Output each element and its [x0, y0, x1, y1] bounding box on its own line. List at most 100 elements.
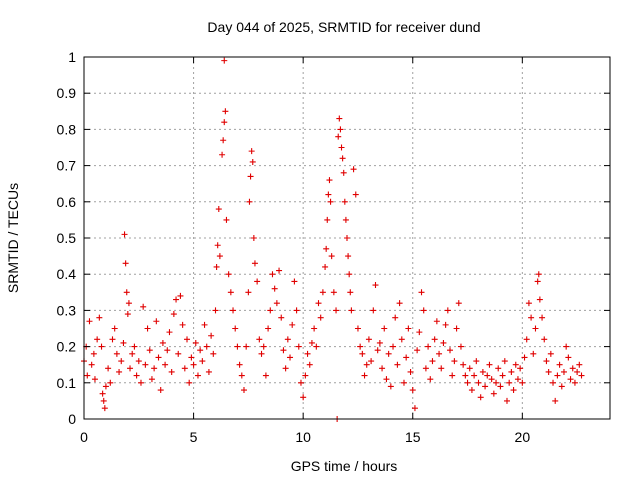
data-point: [576, 361, 583, 368]
data-point: [381, 325, 388, 332]
data-point: [348, 307, 355, 314]
data-point: [521, 354, 528, 361]
y-tick-label: 0.3: [57, 302, 77, 318]
data-point: [471, 372, 478, 379]
data-point: [345, 253, 352, 260]
data-point: [497, 383, 504, 390]
data-point: [111, 325, 118, 332]
data-point: [338, 144, 345, 151]
data-point: [328, 253, 335, 260]
data-point: [319, 289, 326, 296]
data-point: [179, 321, 186, 328]
data-point: [291, 278, 298, 285]
data-point: [215, 206, 222, 213]
data-point: [311, 325, 318, 332]
data-point: [91, 376, 98, 383]
data-point: [449, 372, 456, 379]
data-point: [453, 325, 460, 332]
data-point: [340, 169, 347, 176]
x-tick-label: 0: [80, 429, 88, 445]
data-point: [578, 372, 585, 379]
data-point: [190, 361, 197, 368]
data-point: [354, 325, 361, 332]
data-point: [144, 325, 151, 332]
data-point: [350, 166, 357, 173]
data-point: [251, 260, 258, 267]
data-point: [330, 289, 337, 296]
data-point: [536, 296, 543, 303]
data-point: [271, 285, 278, 292]
data-point: [250, 235, 257, 241]
x-tick-label: 15: [405, 429, 421, 445]
data-point: [155, 354, 162, 361]
x-tick-label: 20: [515, 429, 531, 445]
data-point: [308, 339, 315, 346]
data-point: [94, 336, 101, 343]
data-point: [282, 365, 289, 372]
y-tick-label: 0.6: [57, 194, 77, 210]
data-point: [405, 325, 412, 332]
data-point: [563, 343, 570, 350]
data-point: [433, 318, 440, 325]
axis-ticks: [83, 56, 610, 420]
data-point: [534, 278, 541, 285]
y-tick-label: 0.8: [57, 121, 77, 137]
data-point: [403, 354, 410, 361]
data-point: [444, 307, 451, 314]
data-point: [221, 57, 228, 64]
data-point: [438, 365, 445, 372]
data-point: [210, 350, 217, 357]
data-point: [387, 383, 394, 390]
data-point: [129, 350, 136, 357]
data-point: [127, 365, 134, 372]
data-point: [550, 379, 557, 386]
data-point: [86, 318, 93, 325]
data-point: [431, 336, 438, 343]
data-point: [256, 336, 263, 343]
data-point: [306, 361, 313, 368]
data-point: [317, 314, 324, 321]
data-point: [337, 126, 344, 133]
data-point: [368, 358, 375, 365]
data-point: [236, 361, 243, 368]
data-point: [302, 372, 309, 379]
data-point: [234, 343, 241, 350]
data-point: [336, 115, 343, 122]
data-point: [339, 155, 346, 162]
data-point: [212, 307, 219, 314]
y-tick-label: 0.5: [57, 230, 77, 246]
data-point: [186, 379, 193, 386]
data-point: [385, 350, 392, 357]
data-point: [501, 358, 508, 365]
x-tick-labels: 0 5 10 15 20: [80, 429, 530, 445]
data-point: [262, 372, 269, 379]
data-point: [535, 271, 542, 278]
data-point: [460, 361, 467, 368]
data-point: [565, 354, 572, 361]
chart-title: Day 044 of 2025, SRMTID for receiver dun…: [207, 19, 480, 35]
data-point: [243, 343, 250, 350]
data-point: [325, 191, 332, 198]
data-point: [88, 361, 95, 368]
data-point: [333, 307, 340, 314]
data-point: [208, 332, 215, 339]
data-point: [227, 289, 234, 296]
data-point: [528, 314, 535, 321]
data-point: [556, 361, 563, 368]
y-tick-label: 0: [68, 411, 76, 427]
data-point: [541, 336, 548, 343]
data-point: [374, 347, 381, 354]
data-point: [342, 216, 349, 223]
data-point: [532, 325, 539, 332]
data-point: [567, 376, 574, 383]
data-point: [447, 347, 454, 354]
data-point: [109, 336, 116, 343]
data-point: [265, 325, 272, 332]
data-point: [477, 394, 484, 401]
data-point: [240, 387, 247, 394]
data-point: [168, 368, 175, 375]
data-point: [547, 350, 554, 357]
data-point: [519, 379, 526, 386]
data-point: [105, 365, 112, 372]
